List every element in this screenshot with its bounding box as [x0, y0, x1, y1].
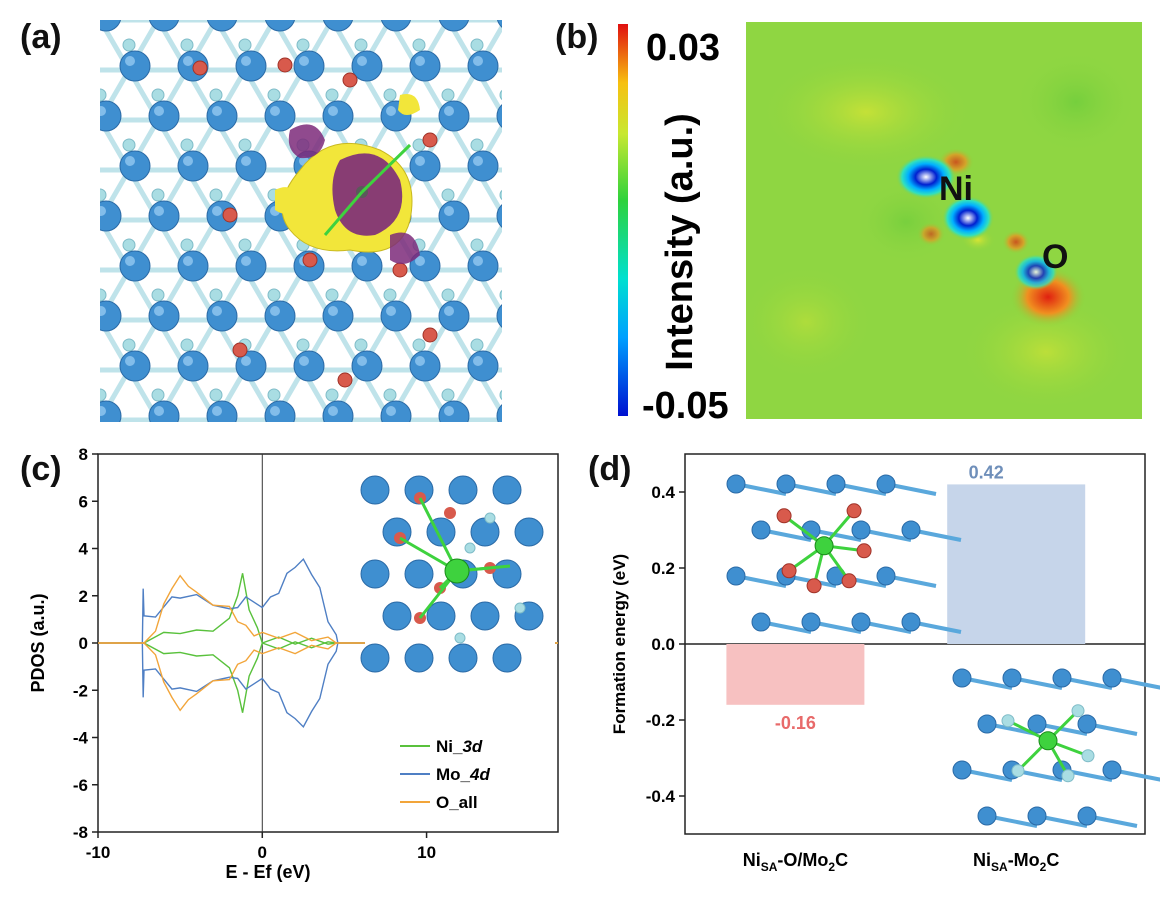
- colorbar-gradient: [618, 24, 628, 416]
- energy-y-tick: 0.4: [651, 483, 675, 502]
- pdos-y-tick: 8: [79, 445, 88, 464]
- energy-y-tick: 0.0: [651, 635, 675, 654]
- pdos-x-label: E - Ef (eV): [225, 862, 310, 882]
- energy-y-tick: 0.2: [651, 559, 675, 578]
- pdos-x-tick: -10: [86, 843, 111, 862]
- energy-category-label: NiSA-Mo2C: [973, 850, 1059, 874]
- pdos-x-tick: 10: [417, 843, 436, 862]
- energy-y-tick: -0.2: [646, 711, 675, 730]
- panel-c-letter: (c): [20, 450, 62, 488]
- pdos-y-label: PDOS (a.u.): [28, 593, 48, 692]
- intensity-map: Ni O: [746, 22, 1142, 419]
- energy-y-tick: -0.4: [646, 787, 676, 806]
- energy-value-label: 0.42: [969, 462, 1004, 482]
- pdos-series-up-Mo_4d: [98, 557, 558, 644]
- pdos-x-tick: 0: [258, 843, 267, 862]
- pdos-series-down-Mo_4d: [98, 642, 558, 729]
- energy-bar: [947, 484, 1086, 644]
- pdos-series-down-Ni_3d: [98, 641, 558, 713]
- legend-entry: Ni_3d: [436, 737, 483, 756]
- energy-category-label: NiSA-O/Mo2C: [743, 850, 848, 874]
- pdos-y-tick: 0: [79, 634, 88, 653]
- panel-b-letter: (b): [555, 18, 599, 56]
- pdos-y-tick: -8: [73, 823, 88, 842]
- pdos-series-up-O_all: [98, 574, 558, 644]
- panel-d-letter: (d): [588, 450, 632, 488]
- formation-energy-chart: -0.4 -0.2 0.0 0.2 0.4 Formation energy (eV) -…: [610, 453, 1160, 874]
- pdos-y-tick: 2: [79, 587, 88, 606]
- panel-a-letter: (a): [20, 18, 62, 56]
- energy-bar: [726, 644, 865, 705]
- legend-entry: O_all: [436, 793, 478, 812]
- charge-density-structure-image: [100, 20, 502, 422]
- pdos-y-tick: 6: [79, 492, 88, 511]
- colorbar-min-label: -0.05: [642, 385, 729, 422]
- energy-value-label: -0.16: [775, 713, 816, 733]
- pdos-y-tick: -2: [73, 681, 88, 700]
- pdos-chart: -8 -6 -4 -2 0 2 4 6 8 -10 0 10 E - Ef (eV) PDOS (a.u.…: [28, 445, 559, 882]
- legend-entry: Mo_4d: [436, 765, 490, 784]
- pdos-series-down-O_all: [98, 642, 558, 712]
- pdos-y-tick: -6: [73, 776, 88, 795]
- pdos-y-tick: 4: [79, 540, 89, 559]
- map-label-ni: Ni: [939, 170, 973, 208]
- map-label-o: O: [1042, 238, 1068, 276]
- intensity-colorbar: 0.03 -0.05 Intensity (a.u.): [618, 24, 729, 422]
- pdos-y-tick: -4: [73, 729, 89, 748]
- colorbar-max-label: 0.03: [646, 27, 720, 69]
- energy-y-label: Formation energy (eV): [610, 554, 629, 734]
- colorbar-title: Intensity (a.u.): [659, 113, 701, 371]
